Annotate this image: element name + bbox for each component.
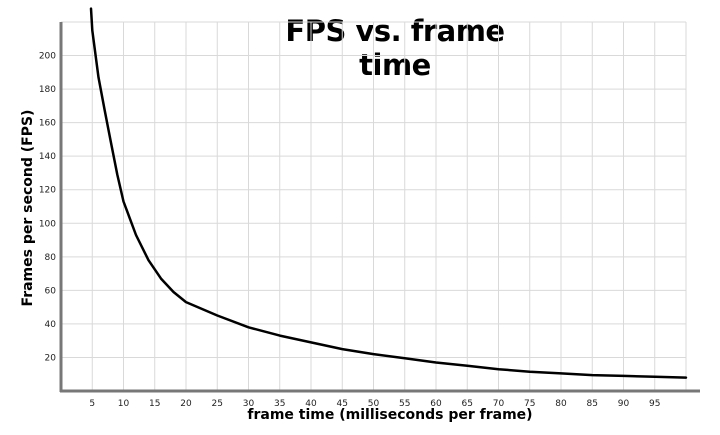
x-tick-label: 30 — [243, 399, 255, 409]
x-tick-label: 15 — [149, 399, 160, 409]
x-tick-label: 45 — [337, 399, 348, 409]
x-tick-label: 35 — [274, 399, 285, 409]
x-tick-label: 20 — [180, 399, 192, 409]
x-tick-label: 40 — [305, 399, 317, 409]
y-tick-label: 120 — [39, 186, 56, 196]
fps-curve — [89, 7, 688, 379]
x-tick-label: 75 — [524, 399, 535, 409]
x-tick-label: 55 — [399, 399, 410, 409]
x-tick-label: 85 — [587, 399, 598, 409]
x-tick-label: 95 — [649, 399, 660, 409]
x-tick-label: 5 — [89, 399, 95, 409]
y-tick-label: 200 — [39, 52, 56, 62]
y-axis-label: Frames per second (FPS) — [20, 109, 36, 307]
y-tick-label: 160 — [39, 119, 56, 129]
x-tick-label: 60 — [430, 399, 442, 409]
x-tick-label: 90 — [618, 399, 630, 409]
y-tick-label: 20 — [45, 353, 57, 363]
x-tick-label: 10 — [118, 399, 130, 409]
y-tick-label: 100 — [39, 219, 56, 229]
y-tick-label: 180 — [39, 85, 56, 95]
x-axis-label: frame time (milliseconds per frame) — [247, 407, 533, 423]
x-tick-label: 25 — [212, 399, 223, 409]
y-tick-label: 40 — [45, 320, 57, 330]
x-tick-label: 50 — [368, 399, 380, 409]
y-tick-label: 140 — [39, 152, 56, 162]
x-tick-label: 65 — [462, 399, 473, 409]
x-tick-label: 70 — [493, 399, 505, 409]
chart-title: FPS vs. frame time — [285, 14, 505, 82]
y-tick-label: 60 — [45, 286, 57, 296]
x-tick-label: 80 — [555, 399, 567, 409]
y-tick-label: 80 — [45, 253, 57, 263]
